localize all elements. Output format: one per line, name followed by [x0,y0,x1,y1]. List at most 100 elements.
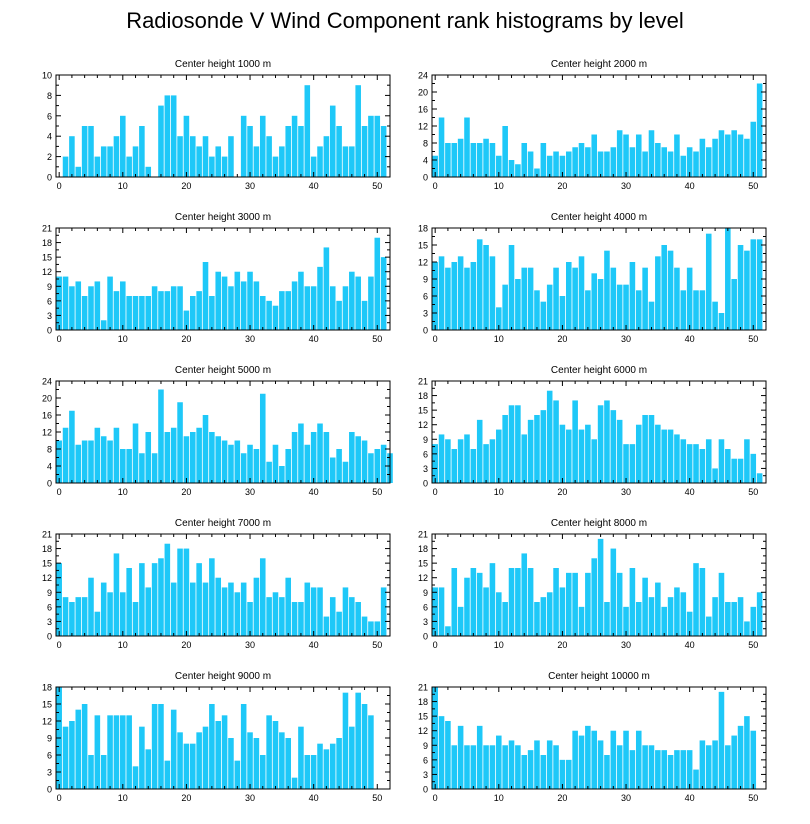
x-tick-label: 0 [433,640,438,650]
histogram-bar [610,147,617,177]
y-tick-label: 0 [423,479,428,489]
histogram-bar [476,239,483,330]
histogram-bar [151,704,158,789]
histogram-bar [100,146,107,177]
histogram-bar [718,691,725,789]
y-tick-label: 12 [42,267,52,277]
histogram-bar [349,146,355,177]
histogram-bar [259,558,266,636]
histogram-bar [489,563,496,636]
histogram-bar [629,750,636,789]
histogram-bar [718,439,725,483]
histogram-bar [158,389,164,483]
histogram-bar [285,577,291,636]
histogram-bar [323,136,330,177]
panel-title: Center height 1000 m [175,59,271,70]
histogram-bar [591,558,598,636]
histogram-bar [259,393,266,483]
x-tick-label: 10 [118,640,128,650]
histogram-bar [228,444,234,483]
histogram-bar [445,626,451,636]
histogram-bar [304,286,311,330]
x-tick-label: 40 [685,793,695,803]
histogram-bar [546,390,553,483]
histogram-bar [132,146,139,177]
histogram-bar [527,267,534,330]
histogram-panel: Center height 10000 m 0 3 6 9 12 15 18 21 0 10 20 30… [418,671,767,803]
histogram-bar [247,126,253,177]
histogram-bar [674,587,680,636]
y-tick-label: 4 [423,156,428,166]
histogram-bar [170,582,177,636]
histogram-bar [145,587,152,636]
y-tick-label: 3 [47,617,52,627]
x-tick-label: 50 [748,640,758,650]
histogram-bar [559,759,566,789]
histogram-bar [221,715,228,789]
histogram-bar [329,105,336,177]
y-tick-label: 12 [42,717,52,727]
histogram-bar [234,592,241,636]
histogram-bar [62,156,69,177]
histogram-bar [559,424,566,483]
y-tick-label: 9 [423,588,428,598]
histogram-bar [693,563,699,636]
histogram-bar [88,126,94,177]
histogram-bar [515,745,521,789]
histogram-bar [445,267,451,330]
x-tick-label: 10 [494,487,504,497]
histogram-bar [578,429,585,483]
histogram-bar [483,444,489,483]
histogram-bar [132,296,139,330]
histogram-bar [221,276,228,330]
y-tick-label: 6 [47,602,52,612]
histogram-bar [259,115,266,177]
histogram-bar [247,444,253,483]
histogram-bar [737,245,744,330]
histogram-bar [380,587,387,636]
histogram-bar [145,166,152,177]
histogram-bar [323,749,330,789]
histogram-bar [591,730,598,789]
histogram-bar [705,616,712,636]
histogram-bar [120,115,126,177]
histogram-bar [317,587,323,636]
histogram-bar [540,143,547,177]
x-tick-label: 50 [372,487,382,497]
histogram-bar [355,85,361,177]
histogram-bar [113,715,120,789]
y-tick-label: 12 [418,573,428,583]
histogram-bar [438,587,445,636]
histogram-bar [699,449,706,483]
histogram-bar [336,126,342,177]
histogram-bar [540,755,547,789]
x-tick-label: 50 [372,793,382,803]
histogram-bar [476,143,483,177]
x-tick-label: 0 [433,793,438,803]
histogram-bar [361,300,368,330]
histogram-bar [610,548,617,636]
histogram-bar [113,136,120,177]
histogram-bar [635,290,642,330]
histogram-bar [667,151,674,177]
histogram-bar [247,602,253,636]
histogram-bar [712,740,718,789]
histogram-bar [585,424,591,483]
histogram-bar [597,151,604,177]
histogram-bar [336,449,342,483]
histogram-bar [750,730,757,789]
y-tick-label: 4 [47,132,52,142]
histogram-bar [756,239,763,330]
histogram-bar [585,725,591,789]
histogram-bar [699,138,706,177]
panel-title: Center height 4000 m [551,212,647,223]
y-tick-label: 18 [42,544,52,554]
x-tick-label: 10 [118,334,128,344]
histogram-bar [113,553,120,636]
histogram-bar [508,160,515,177]
histogram-bar [240,281,247,330]
histogram-bar [107,592,113,636]
histogram-bar [635,602,642,636]
histogram-bar [374,621,381,636]
x-tick-label: 50 [748,793,758,803]
